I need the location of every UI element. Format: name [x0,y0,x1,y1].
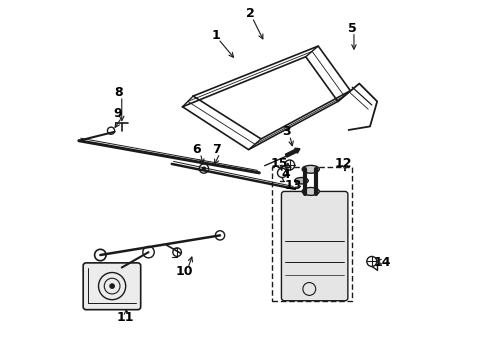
Text: 2: 2 [246,8,255,21]
Text: 1: 1 [212,29,221,42]
Ellipse shape [302,188,319,195]
Text: 11: 11 [117,311,134,324]
Circle shape [202,167,205,170]
Text: 12: 12 [335,157,352,170]
Circle shape [110,284,114,288]
FancyArrow shape [285,148,300,157]
Ellipse shape [294,177,308,184]
Text: 6: 6 [193,143,201,156]
Text: 8: 8 [114,86,122,99]
Text: 9: 9 [114,107,122,120]
Text: 10: 10 [175,265,193,278]
Bar [272,167,352,301]
FancyBboxPatch shape [83,263,141,310]
Text: 7: 7 [212,143,221,156]
Text: 13: 13 [285,179,302,192]
FancyBboxPatch shape [281,192,348,301]
Text: 5: 5 [348,22,357,35]
Text: 3: 3 [282,125,291,138]
Ellipse shape [302,165,319,173]
Text: 15: 15 [270,157,288,170]
Text: 14: 14 [374,256,392,269]
Text: 4: 4 [282,168,291,181]
